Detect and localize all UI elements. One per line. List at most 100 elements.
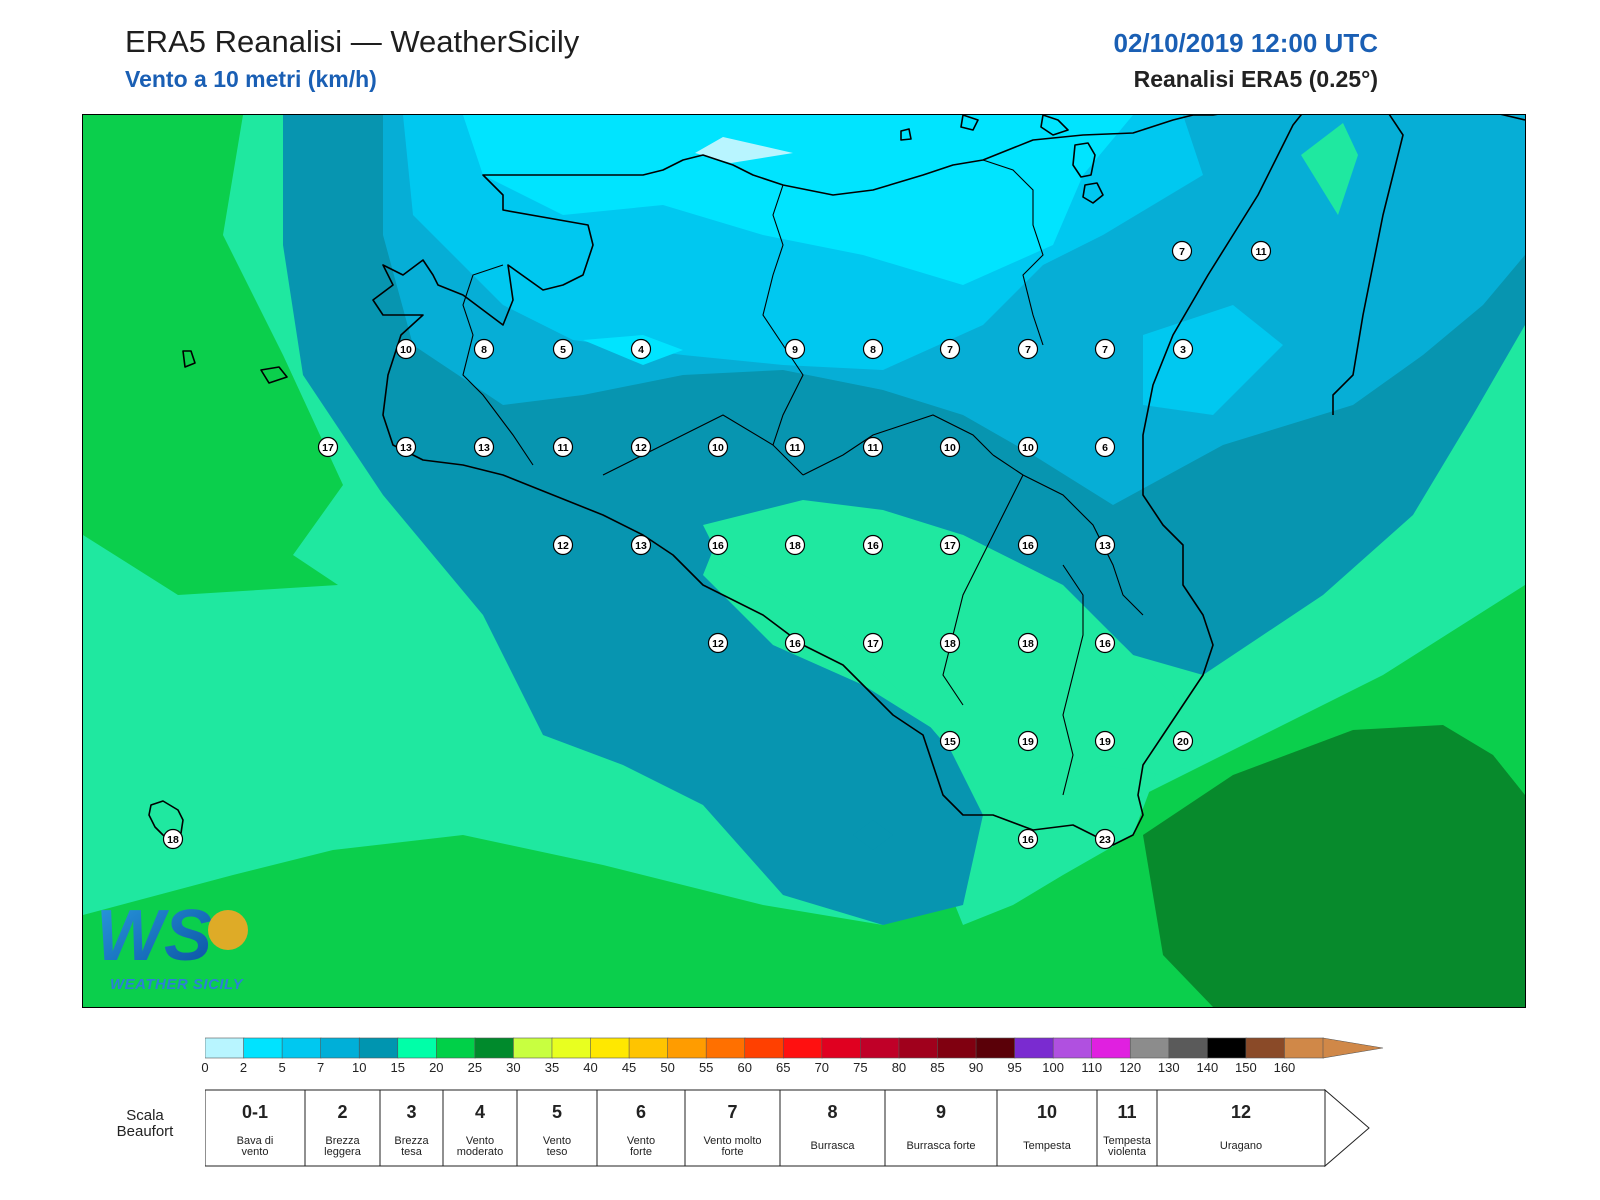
logo-svg: WS — [96, 896, 248, 976]
aeolian-island-2 — [1072, 142, 1096, 178]
station-circle — [1017, 632, 1039, 654]
beaufort-number: 3 — [406, 1102, 416, 1122]
beaufort-description: Bava di — [237, 1135, 274, 1147]
station-circle — [473, 338, 495, 360]
station-value: 17 — [944, 540, 956, 552]
station-circle — [1017, 730, 1039, 752]
station-circle — [862, 338, 884, 360]
station-marker: 12 — [707, 632, 729, 654]
station-value: 8 — [870, 344, 876, 356]
wind-field-calm-0-2 — [695, 137, 793, 163]
coastlines — [148, 115, 1525, 846]
colorbar-tick-label: 45 — [621, 1060, 637, 1075]
colorbar-tick-label: 2 — [239, 1060, 248, 1075]
colorbar-tick-label: 30 — [506, 1060, 521, 1075]
station-value: 9 — [792, 344, 798, 356]
colorbar-tick-label: 25 — [467, 1060, 483, 1075]
logo-letters: WS — [96, 898, 212, 976]
colorbar-segment — [1168, 1037, 1209, 1059]
colorbar-segment — [1207, 1037, 1247, 1059]
station-circle — [1094, 534, 1116, 556]
beaufort-description: forte — [630, 1146, 652, 1158]
station-circle — [862, 632, 884, 654]
wind-field-southeast-25-30 — [1143, 725, 1525, 1007]
station-value: 11 — [557, 442, 568, 454]
colorbar-segment — [782, 1037, 823, 1059]
station-marker: 11 — [862, 436, 884, 458]
station-value: 16 — [1099, 638, 1111, 650]
station-circle — [1172, 730, 1194, 752]
station-marker: 10 — [395, 338, 417, 360]
station-value: 6 — [1102, 442, 1108, 454]
colorbar-ticks: 0 2 5 7 10 15 20 25 30 35 40 45 50 55 60 65 70 75 80 85 90 95… — [201, 1060, 1405, 1082]
wind-map: 7 11 10 8 5 4 9 8 7 7 7 3 17 13 13 11 12 10 11 11 10 10 6 12 13 1… — [82, 114, 1526, 1008]
colorbar-tick-label: 90 — [968, 1060, 984, 1075]
station-value: 5 — [560, 344, 566, 356]
station-marker: 16 — [1017, 534, 1039, 556]
station-circle — [939, 534, 961, 556]
station-circle — [1250, 240, 1272, 262]
station-value: 10 — [944, 442, 956, 454]
beaufort-number: 11 — [1117, 1102, 1136, 1122]
station-marker: 16 — [707, 534, 729, 556]
province-border-caltanissetta — [602, 414, 804, 476]
station-marker: 10 — [939, 436, 961, 458]
colorbar-segment — [975, 1037, 1016, 1059]
colorbar-segment — [590, 1037, 630, 1059]
beaufort-description: Tempesta — [1023, 1140, 1072, 1152]
station-marker: 13 — [630, 534, 652, 556]
beaufort-number: 8 — [827, 1102, 837, 1122]
beaufort-description: Uragano — [1220, 1140, 1262, 1152]
colorbar-svg — [204, 1037, 1384, 1059]
colorbar-tick-label: 130 — [1157, 1060, 1180, 1075]
province-border-palermo — [762, 184, 804, 446]
colorbar-tick-label: 85 — [930, 1060, 945, 1075]
station-value: 10 — [1022, 442, 1034, 454]
colorbar-segment — [204, 1037, 245, 1059]
beaufort-cell — [596, 1089, 686, 1167]
colorbar-segment — [1052, 1037, 1093, 1059]
station-value: 3 — [1180, 344, 1186, 356]
wind-field-teal-spot — [853, 820, 893, 850]
station-marker: 4 — [630, 338, 652, 360]
chart-title: ERA5 Reanalisi — WeatherSicily — [125, 24, 580, 59]
station-circle — [707, 632, 729, 654]
colorbar-tick-label: 40 — [583, 1060, 598, 1075]
station-value: 16 — [789, 638, 801, 650]
colorbar-segment — [860, 1037, 900, 1059]
station-circle — [1172, 338, 1194, 360]
station-value: 7 — [1179, 246, 1185, 258]
station-marker: 7 — [1171, 240, 1193, 262]
colorbar-tick-label: 70 — [814, 1060, 830, 1075]
colorbar-tick-label: 160 — [1273, 1060, 1296, 1075]
colorbar-segment — [281, 1037, 322, 1059]
beaufort-cell — [1096, 1089, 1158, 1167]
egadi-island-1 — [182, 350, 196, 368]
colorbar-segment — [898, 1037, 939, 1059]
station-marker: 18 — [1017, 632, 1039, 654]
wind-field-bright-cyan-2-5 — [463, 115, 1133, 285]
station-circle — [939, 730, 961, 752]
station-value: 16 — [1022, 540, 1034, 552]
colorbar-segment — [821, 1037, 862, 1059]
station-marker: 13 — [395, 436, 417, 458]
colorbar-tick-label: 5 — [278, 1060, 286, 1075]
station-value: 23 — [1099, 834, 1111, 846]
beaufort-description: vento — [242, 1146, 269, 1158]
colorbar-segment — [474, 1037, 515, 1059]
station-value: 18 — [167, 834, 179, 846]
station-marker: 13 — [473, 436, 495, 458]
colorbar-segment — [1129, 1037, 1170, 1059]
station-value: 16 — [867, 540, 879, 552]
colorbar-tick-label: 7 — [317, 1060, 325, 1075]
station-value: 12 — [635, 442, 647, 454]
wind-field-cyan-east — [1143, 305, 1283, 415]
station-circle — [1017, 534, 1039, 556]
colorbar-segment — [551, 1037, 592, 1059]
station-marker: 23 — [1094, 828, 1116, 850]
colorbar-tick-label: 140 — [1196, 1060, 1219, 1075]
wind-field-central-15-20 — [703, 500, 1203, 815]
beaufort-cell — [1156, 1089, 1326, 1167]
aeolian-island-4 — [960, 115, 979, 131]
